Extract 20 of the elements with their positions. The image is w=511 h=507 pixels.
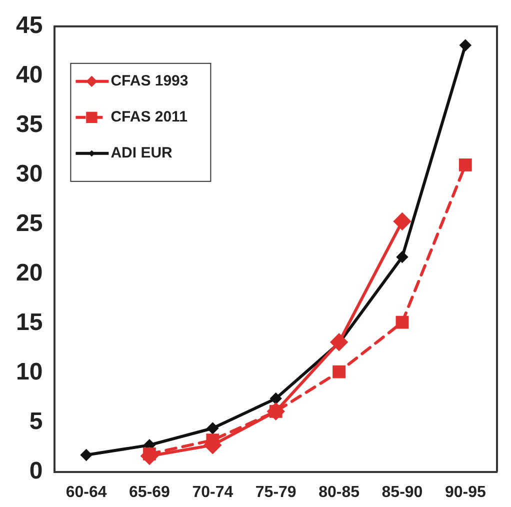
x-tick-label: 85-90 <box>382 484 423 501</box>
legend-label: CFAS 1993 <box>110 72 188 90</box>
x-tick-label: 65-69 <box>129 484 170 501</box>
x-tick-label: 60-64 <box>66 484 107 501</box>
y-tick-label: 35 <box>16 111 43 138</box>
y-tick-label: 30 <box>16 160 43 188</box>
x-tick-label: 75-79 <box>255 484 296 501</box>
y-tick-label: 20 <box>16 259 43 286</box>
y-tick-label: 5 <box>29 408 43 435</box>
x-tick-label: 70-74 <box>192 484 234 501</box>
y-tick-label: 45 <box>16 12 43 40</box>
x-tick-label: 90-95 <box>444 484 486 501</box>
x-tick-label: 80-85 <box>318 484 360 501</box>
legend-label: CFAS 2011 <box>110 108 188 126</box>
y-tick-label: 10 <box>16 358 43 386</box>
y-tick-label: 15 <box>16 308 43 336</box>
y-tick-label: 0 <box>29 457 43 484</box>
y-tick-label: 25 <box>16 210 43 237</box>
y-tick-label: 40 <box>16 62 43 89</box>
legend-label: ADI EUR <box>110 144 173 162</box>
